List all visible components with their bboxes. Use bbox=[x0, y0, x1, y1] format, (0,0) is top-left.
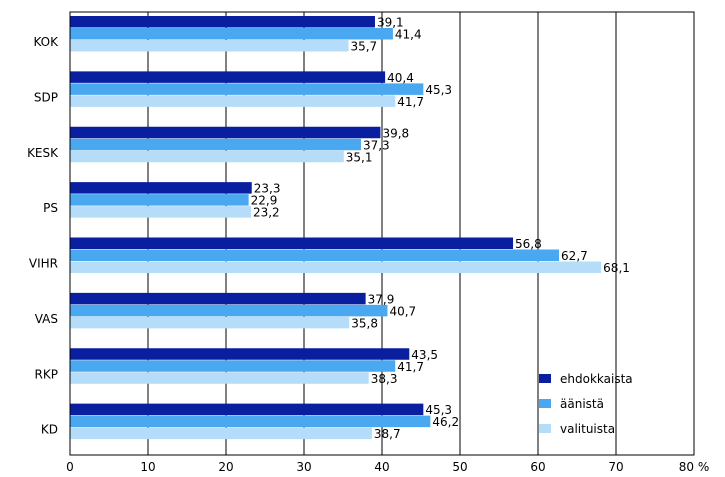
value-label: 40,7 bbox=[389, 304, 416, 318]
legend-swatch bbox=[539, 399, 551, 408]
legend-swatch bbox=[539, 424, 551, 433]
category-label: KOK bbox=[33, 35, 59, 49]
bar bbox=[70, 237, 514, 249]
bar bbox=[70, 71, 386, 83]
legend-label: valituista bbox=[560, 422, 615, 436]
bar bbox=[70, 150, 344, 163]
value-label: 39,8 bbox=[382, 126, 409, 140]
bar bbox=[70, 316, 350, 329]
x-tick-label: 80 % bbox=[679, 460, 710, 474]
value-label: 56,8 bbox=[515, 237, 542, 251]
legend-label: ehdokkaista bbox=[560, 372, 633, 386]
value-label: 41,7 bbox=[397, 95, 424, 109]
bar bbox=[70, 304, 388, 317]
category-labels: KOK SDP KESK PS VIHR VAS RKP KD bbox=[27, 35, 59, 437]
bar bbox=[70, 249, 560, 261]
bar bbox=[70, 138, 361, 151]
value-label: 35,7 bbox=[350, 40, 377, 54]
value-label: 35,1 bbox=[346, 150, 373, 164]
legend-swatch bbox=[539, 374, 551, 383]
bar bbox=[70, 126, 381, 139]
value-label: 46,2 bbox=[432, 415, 459, 429]
bar bbox=[70, 28, 393, 40]
value-label: 43,5 bbox=[411, 348, 438, 362]
bar bbox=[70, 261, 602, 273]
value-label: 23,3 bbox=[254, 182, 281, 196]
x-tick-label: 0 bbox=[66, 460, 74, 474]
value-label: 38,7 bbox=[374, 427, 401, 441]
value-label: 45,3 bbox=[425, 403, 452, 417]
bar bbox=[70, 194, 249, 206]
bar bbox=[70, 427, 372, 440]
value-label: 23,2 bbox=[253, 206, 280, 220]
category-label: VIHR bbox=[29, 257, 58, 271]
category-label: SDP bbox=[34, 90, 58, 104]
value-label: 22,9 bbox=[251, 194, 278, 208]
value-label: 41,4 bbox=[395, 28, 422, 42]
x-tick-label: 40 bbox=[374, 460, 389, 474]
value-label: 39,1 bbox=[377, 16, 404, 30]
plot-border bbox=[69, 11, 695, 456]
x-tick-label: 70 bbox=[608, 460, 623, 474]
value-label: 37,9 bbox=[368, 292, 395, 306]
x-tick-labels: 0 10 20 30 40 50 60 70 80 % bbox=[66, 460, 709, 474]
bar bbox=[70, 40, 349, 52]
value-label: 41,7 bbox=[397, 360, 424, 374]
value-label: 40,4 bbox=[387, 71, 414, 85]
x-tick-label: 30 bbox=[296, 460, 311, 474]
value-label: 35,8 bbox=[351, 316, 378, 330]
value-label: 45,3 bbox=[425, 83, 452, 97]
value-label: 38,3 bbox=[371, 372, 398, 386]
value-label: 37,3 bbox=[363, 138, 390, 152]
bar bbox=[70, 16, 375, 28]
value-label: 62,7 bbox=[561, 249, 588, 263]
bar bbox=[70, 292, 366, 305]
bar bbox=[70, 348, 410, 360]
value-label: 68,1 bbox=[603, 261, 630, 275]
category-label: PS bbox=[43, 201, 58, 215]
bar bbox=[70, 95, 396, 107]
legend: ehdokkaista äänistä valituista bbox=[539, 372, 633, 436]
category-label: VAS bbox=[35, 312, 58, 326]
category-label: KD bbox=[41, 423, 58, 437]
bar bbox=[70, 83, 424, 95]
bar bbox=[70, 372, 369, 384]
x-tick-label: 60 bbox=[530, 460, 545, 474]
bar bbox=[70, 415, 431, 428]
bars bbox=[70, 16, 602, 440]
bar bbox=[70, 403, 424, 416]
x-tick-label: 50 bbox=[452, 460, 467, 474]
x-tick-label: 20 bbox=[218, 460, 233, 474]
value-labels: 39,141,435,740,445,341,739,837,335,123,3… bbox=[251, 16, 630, 442]
x-tick-label: 10 bbox=[140, 460, 155, 474]
legend-label: äänistä bbox=[560, 397, 604, 411]
category-label: RKP bbox=[35, 367, 58, 381]
category-label: KESK bbox=[27, 146, 59, 160]
bar bbox=[70, 360, 396, 372]
bar bbox=[70, 206, 251, 218]
bar bbox=[70, 182, 252, 194]
